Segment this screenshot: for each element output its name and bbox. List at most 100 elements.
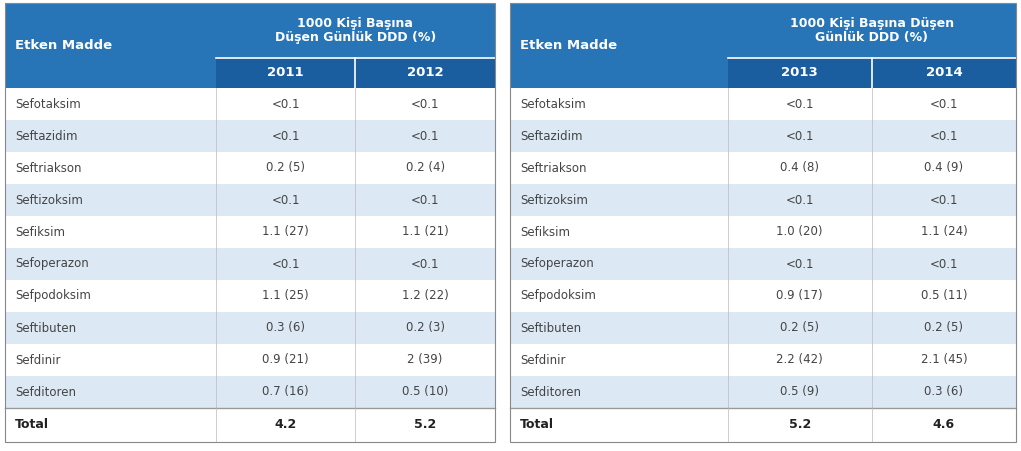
Bar	[5, 312, 495, 344]
Text: <0.1: <0.1	[785, 97, 814, 110]
Text: Seftazidim: Seftazidim	[520, 129, 583, 143]
Text: 5.2: 5.2	[788, 419, 811, 432]
Text: 1.1 (25): 1.1 (25)	[262, 290, 308, 303]
Text: 0.2 (5): 0.2 (5)	[780, 322, 819, 335]
Bar	[5, 344, 495, 376]
Bar	[5, 376, 495, 408]
Bar	[510, 376, 1016, 408]
Text: <0.1: <0.1	[785, 193, 814, 207]
Text: Sefdinir: Sefdinir	[15, 354, 60, 367]
Text: <0.1: <0.1	[272, 97, 300, 110]
Text: Seftriakson: Seftriakson	[520, 161, 586, 175]
Text: 0.2 (5): 0.2 (5)	[924, 322, 964, 335]
Text: 1000 Kişi Başına Düşen
Günlük DDD (%): 1000 Kişi Başına Düşen Günlük DDD (%)	[789, 17, 954, 45]
Text: Sefoperazon: Sefoperazon	[520, 258, 594, 271]
Bar	[510, 3, 1016, 442]
Bar	[215, 3, 495, 58]
Text: Sefotaksim: Sefotaksim	[15, 97, 81, 110]
Text: 5.2: 5.2	[415, 419, 436, 432]
Text: Sefpodoksim: Sefpodoksim	[520, 290, 596, 303]
Bar	[5, 120, 495, 152]
Text: 0.9 (21): 0.9 (21)	[262, 354, 308, 367]
Text: 4.2: 4.2	[275, 419, 297, 432]
Text: 2013: 2013	[781, 66, 818, 79]
Bar	[510, 3, 728, 88]
Text: <0.1: <0.1	[930, 97, 958, 110]
Text: <0.1: <0.1	[272, 129, 300, 143]
Bar	[510, 216, 1016, 248]
Text: <0.1: <0.1	[410, 97, 439, 110]
Text: 1.1 (27): 1.1 (27)	[262, 226, 309, 239]
Text: <0.1: <0.1	[410, 193, 439, 207]
Text: <0.1: <0.1	[410, 129, 439, 143]
Bar	[872, 58, 1016, 88]
Text: 1000 Kişi Başına
Düşen Günlük DDD (%): 1000 Kişi Başına Düşen Günlük DDD (%)	[275, 17, 436, 45]
Text: Seftizoksim: Seftizoksim	[520, 193, 588, 207]
Text: 2011: 2011	[268, 66, 304, 79]
Text: <0.1: <0.1	[785, 258, 814, 271]
Text: 1.1 (24): 1.1 (24)	[921, 226, 967, 239]
Bar	[5, 280, 495, 312]
Bar	[728, 3, 1016, 58]
Bar	[355, 58, 495, 88]
Text: 4.6: 4.6	[933, 419, 955, 432]
Text: Sefotaksim: Sefotaksim	[520, 97, 586, 110]
Text: Sefditoren: Sefditoren	[15, 386, 76, 399]
Text: 2.1 (45): 2.1 (45)	[921, 354, 967, 367]
Text: 0.5 (11): 0.5 (11)	[921, 290, 967, 303]
Bar	[510, 280, 1016, 312]
Bar	[5, 408, 495, 442]
Bar	[510, 152, 1016, 184]
Text: 0.4 (9): 0.4 (9)	[924, 161, 964, 175]
Bar	[5, 88, 495, 120]
Text: Total: Total	[15, 419, 49, 432]
Text: Total: Total	[520, 419, 554, 432]
Text: 1.2 (22): 1.2 (22)	[402, 290, 448, 303]
Text: Sefdinir: Sefdinir	[520, 354, 566, 367]
Bar	[5, 184, 495, 216]
Text: Sefiksim: Sefiksim	[520, 226, 570, 239]
Text: 0.2 (3): 0.2 (3)	[405, 322, 445, 335]
Text: Seftizoksim: Seftizoksim	[15, 193, 83, 207]
Text: 0.7 (16): 0.7 (16)	[262, 386, 308, 399]
Text: Sefoperazon: Sefoperazon	[15, 258, 89, 271]
Text: <0.1: <0.1	[930, 193, 958, 207]
Text: <0.1: <0.1	[272, 258, 300, 271]
Text: 2.2 (42): 2.2 (42)	[776, 354, 823, 367]
Text: Seftibuten: Seftibuten	[15, 322, 77, 335]
Bar	[510, 120, 1016, 152]
Bar	[510, 312, 1016, 344]
Text: <0.1: <0.1	[272, 193, 300, 207]
Text: 0.5 (10): 0.5 (10)	[402, 386, 448, 399]
Text: 0.5 (9): 0.5 (9)	[780, 386, 819, 399]
Bar	[510, 344, 1016, 376]
Text: 1.1 (21): 1.1 (21)	[402, 226, 448, 239]
Bar	[215, 58, 355, 88]
Text: <0.1: <0.1	[410, 258, 439, 271]
Bar	[5, 3, 495, 442]
Text: Sefditoren: Sefditoren	[520, 386, 581, 399]
Text: 2 (39): 2 (39)	[407, 354, 443, 367]
Bar	[510, 408, 1016, 442]
Text: 1.0 (20): 1.0 (20)	[776, 226, 823, 239]
Text: Seftazidim: Seftazidim	[15, 129, 78, 143]
Text: Etken Madde: Etken Madde	[520, 39, 617, 52]
Bar	[510, 248, 1016, 280]
Text: 0.3 (6): 0.3 (6)	[924, 386, 964, 399]
Text: 0.2 (4): 0.2 (4)	[405, 161, 445, 175]
Text: <0.1: <0.1	[785, 129, 814, 143]
Text: Seftibuten: Seftibuten	[520, 322, 581, 335]
Text: Etken Madde: Etken Madde	[15, 39, 112, 52]
Text: 2012: 2012	[406, 66, 443, 79]
Text: Sefpodoksim: Sefpodoksim	[15, 290, 91, 303]
Text: 2014: 2014	[925, 66, 962, 79]
Bar	[510, 88, 1016, 120]
Text: 0.4 (8): 0.4 (8)	[780, 161, 819, 175]
Bar	[5, 216, 495, 248]
Text: <0.1: <0.1	[930, 258, 958, 271]
Text: Seftriakson: Seftriakson	[15, 161, 82, 175]
Text: <0.1: <0.1	[930, 129, 958, 143]
Bar	[5, 3, 215, 88]
Text: 0.2 (5): 0.2 (5)	[266, 161, 305, 175]
Bar	[728, 58, 872, 88]
